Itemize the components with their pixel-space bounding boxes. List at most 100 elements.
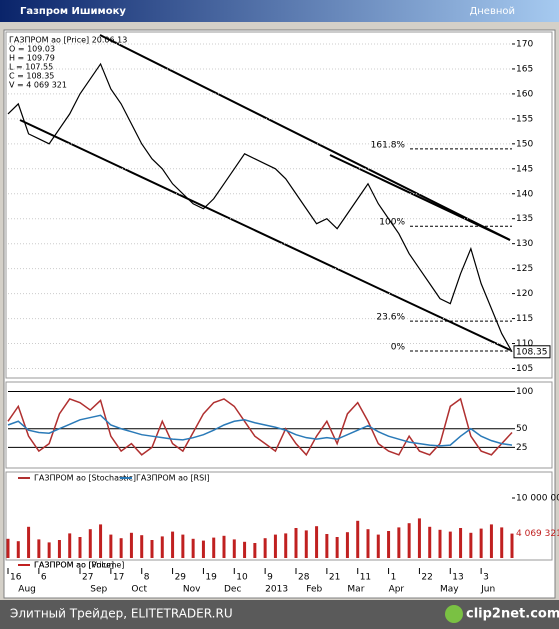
volume-bar xyxy=(47,542,51,558)
volume-bar xyxy=(150,540,154,558)
x-month-label: 2013 xyxy=(265,585,288,595)
x-tick-label: 13 xyxy=(452,573,463,583)
legend-label: ГАЗПРОМ ао [RSI] xyxy=(136,474,210,483)
volume-bar xyxy=(232,539,236,558)
footer-text: Элитный Трейдер, ELITETRADER.RU xyxy=(10,607,233,621)
x-month-label: Oct xyxy=(131,585,147,595)
x-tick-label: 1 xyxy=(391,573,397,583)
volume-bar xyxy=(448,531,452,558)
volume-bar xyxy=(325,534,329,558)
x-tick-label: 28 xyxy=(298,573,310,583)
x-tick-label: 29 xyxy=(175,573,187,583)
x-month-label: Feb xyxy=(306,585,322,595)
volume-bar xyxy=(428,526,432,558)
y-tick-label: 120 xyxy=(516,289,533,299)
volume-bar xyxy=(469,532,473,558)
volume-bar xyxy=(88,529,92,558)
volume-bar xyxy=(212,537,216,558)
series-line xyxy=(7,62,513,353)
x-tick-label: 21 xyxy=(329,573,340,583)
volume-bar xyxy=(181,534,185,558)
legend-label: ГАЗПРОМ ао [Price] xyxy=(34,561,114,570)
y-tick-label: 145 xyxy=(516,164,533,174)
panel xyxy=(5,31,553,379)
legend-label: ГАЗПРОМ ао [Stochastic] xyxy=(34,474,136,483)
x-tick-label: 6 xyxy=(41,573,47,583)
x-tick-label: 16 xyxy=(10,573,22,583)
volume-bar xyxy=(160,536,164,558)
volume-bar xyxy=(366,529,370,558)
y-tick-label: 10 000 000 xyxy=(516,494,559,504)
info-text: O = 109.03 xyxy=(9,45,55,54)
x-month-label: May xyxy=(440,585,459,595)
volume-bar xyxy=(376,534,380,558)
volume-bar xyxy=(222,535,226,558)
x-tick-label: 11 xyxy=(360,573,371,583)
volume-bar xyxy=(119,538,123,558)
volume-bar xyxy=(263,538,267,558)
y-tick-label: 170 xyxy=(516,39,533,49)
panel xyxy=(5,381,553,469)
volume-bar xyxy=(500,527,504,558)
info-text: H = 109.79 xyxy=(9,54,55,63)
volume-bar xyxy=(68,533,72,558)
y-tick-label: 100 xyxy=(516,387,533,397)
y-tick-label: 135 xyxy=(516,214,533,224)
x-month-label: Apr xyxy=(389,585,405,595)
channel-top xyxy=(99,34,511,241)
volume-bar xyxy=(99,524,103,558)
volume-bar xyxy=(459,528,463,558)
last-volume: 4 069 321 xyxy=(516,529,559,539)
x-tick-label: 8 xyxy=(144,573,150,583)
fib-label: 0% xyxy=(391,343,406,353)
panel xyxy=(5,471,553,561)
logo[interactable]: clip2net.com xyxy=(466,607,559,622)
volume-bar xyxy=(417,518,421,558)
fib-label: 100% xyxy=(379,218,405,228)
x-tick-label: 9 xyxy=(267,573,273,583)
title-bar xyxy=(0,0,559,22)
x-month-label: Mar xyxy=(347,585,364,595)
fib-label: 161.8% xyxy=(371,140,406,150)
x-tick-label: 22 xyxy=(421,573,432,583)
window-title: Газпром Ишимоку xyxy=(20,6,126,17)
y-tick-label: 115 xyxy=(516,314,533,324)
volume-bar xyxy=(397,527,401,558)
x-tick-label: 19 xyxy=(205,573,217,583)
volume-bar xyxy=(294,528,298,558)
info-text: ГАЗПРОМ ао [Price] 20.06.13 xyxy=(9,36,127,45)
last-price-box xyxy=(513,345,551,359)
volume-bar xyxy=(243,541,247,558)
volume-bar xyxy=(387,531,391,558)
y-tick-label: 165 xyxy=(516,64,533,74)
series-line xyxy=(7,414,513,447)
logo-icon xyxy=(445,605,463,623)
x-month-label: Aug xyxy=(18,585,36,595)
chart-area xyxy=(3,29,556,599)
volume-bar xyxy=(57,540,61,558)
x-month-label: Dec xyxy=(224,585,241,595)
footer xyxy=(0,600,559,629)
y-tick-label: 140 xyxy=(516,189,533,199)
volume-bar xyxy=(407,523,411,558)
volume-bar xyxy=(315,526,319,558)
volume-bar xyxy=(78,537,82,558)
volume-bar xyxy=(171,531,175,558)
x-tick-label: 27 xyxy=(82,573,93,583)
volume-bar xyxy=(16,541,20,558)
volume-bar xyxy=(489,524,493,558)
volume-bar xyxy=(37,539,41,558)
volume-bar xyxy=(356,520,360,558)
volume-bar xyxy=(304,530,308,558)
y-tick-label: 105 xyxy=(516,364,533,374)
info-text: V = 4 069 321 xyxy=(9,81,67,90)
volume-bar xyxy=(335,537,339,558)
volume-bar xyxy=(27,526,31,558)
window-mode[interactable]: Дневной xyxy=(469,6,515,17)
legend-label: ГАЗПРОМ ао [Volume] xyxy=(34,561,124,570)
y-tick-label: 110 xyxy=(516,339,533,349)
volume-bar xyxy=(438,529,442,558)
y-tick-label: 130 xyxy=(516,239,533,249)
volume-bar xyxy=(284,533,288,558)
